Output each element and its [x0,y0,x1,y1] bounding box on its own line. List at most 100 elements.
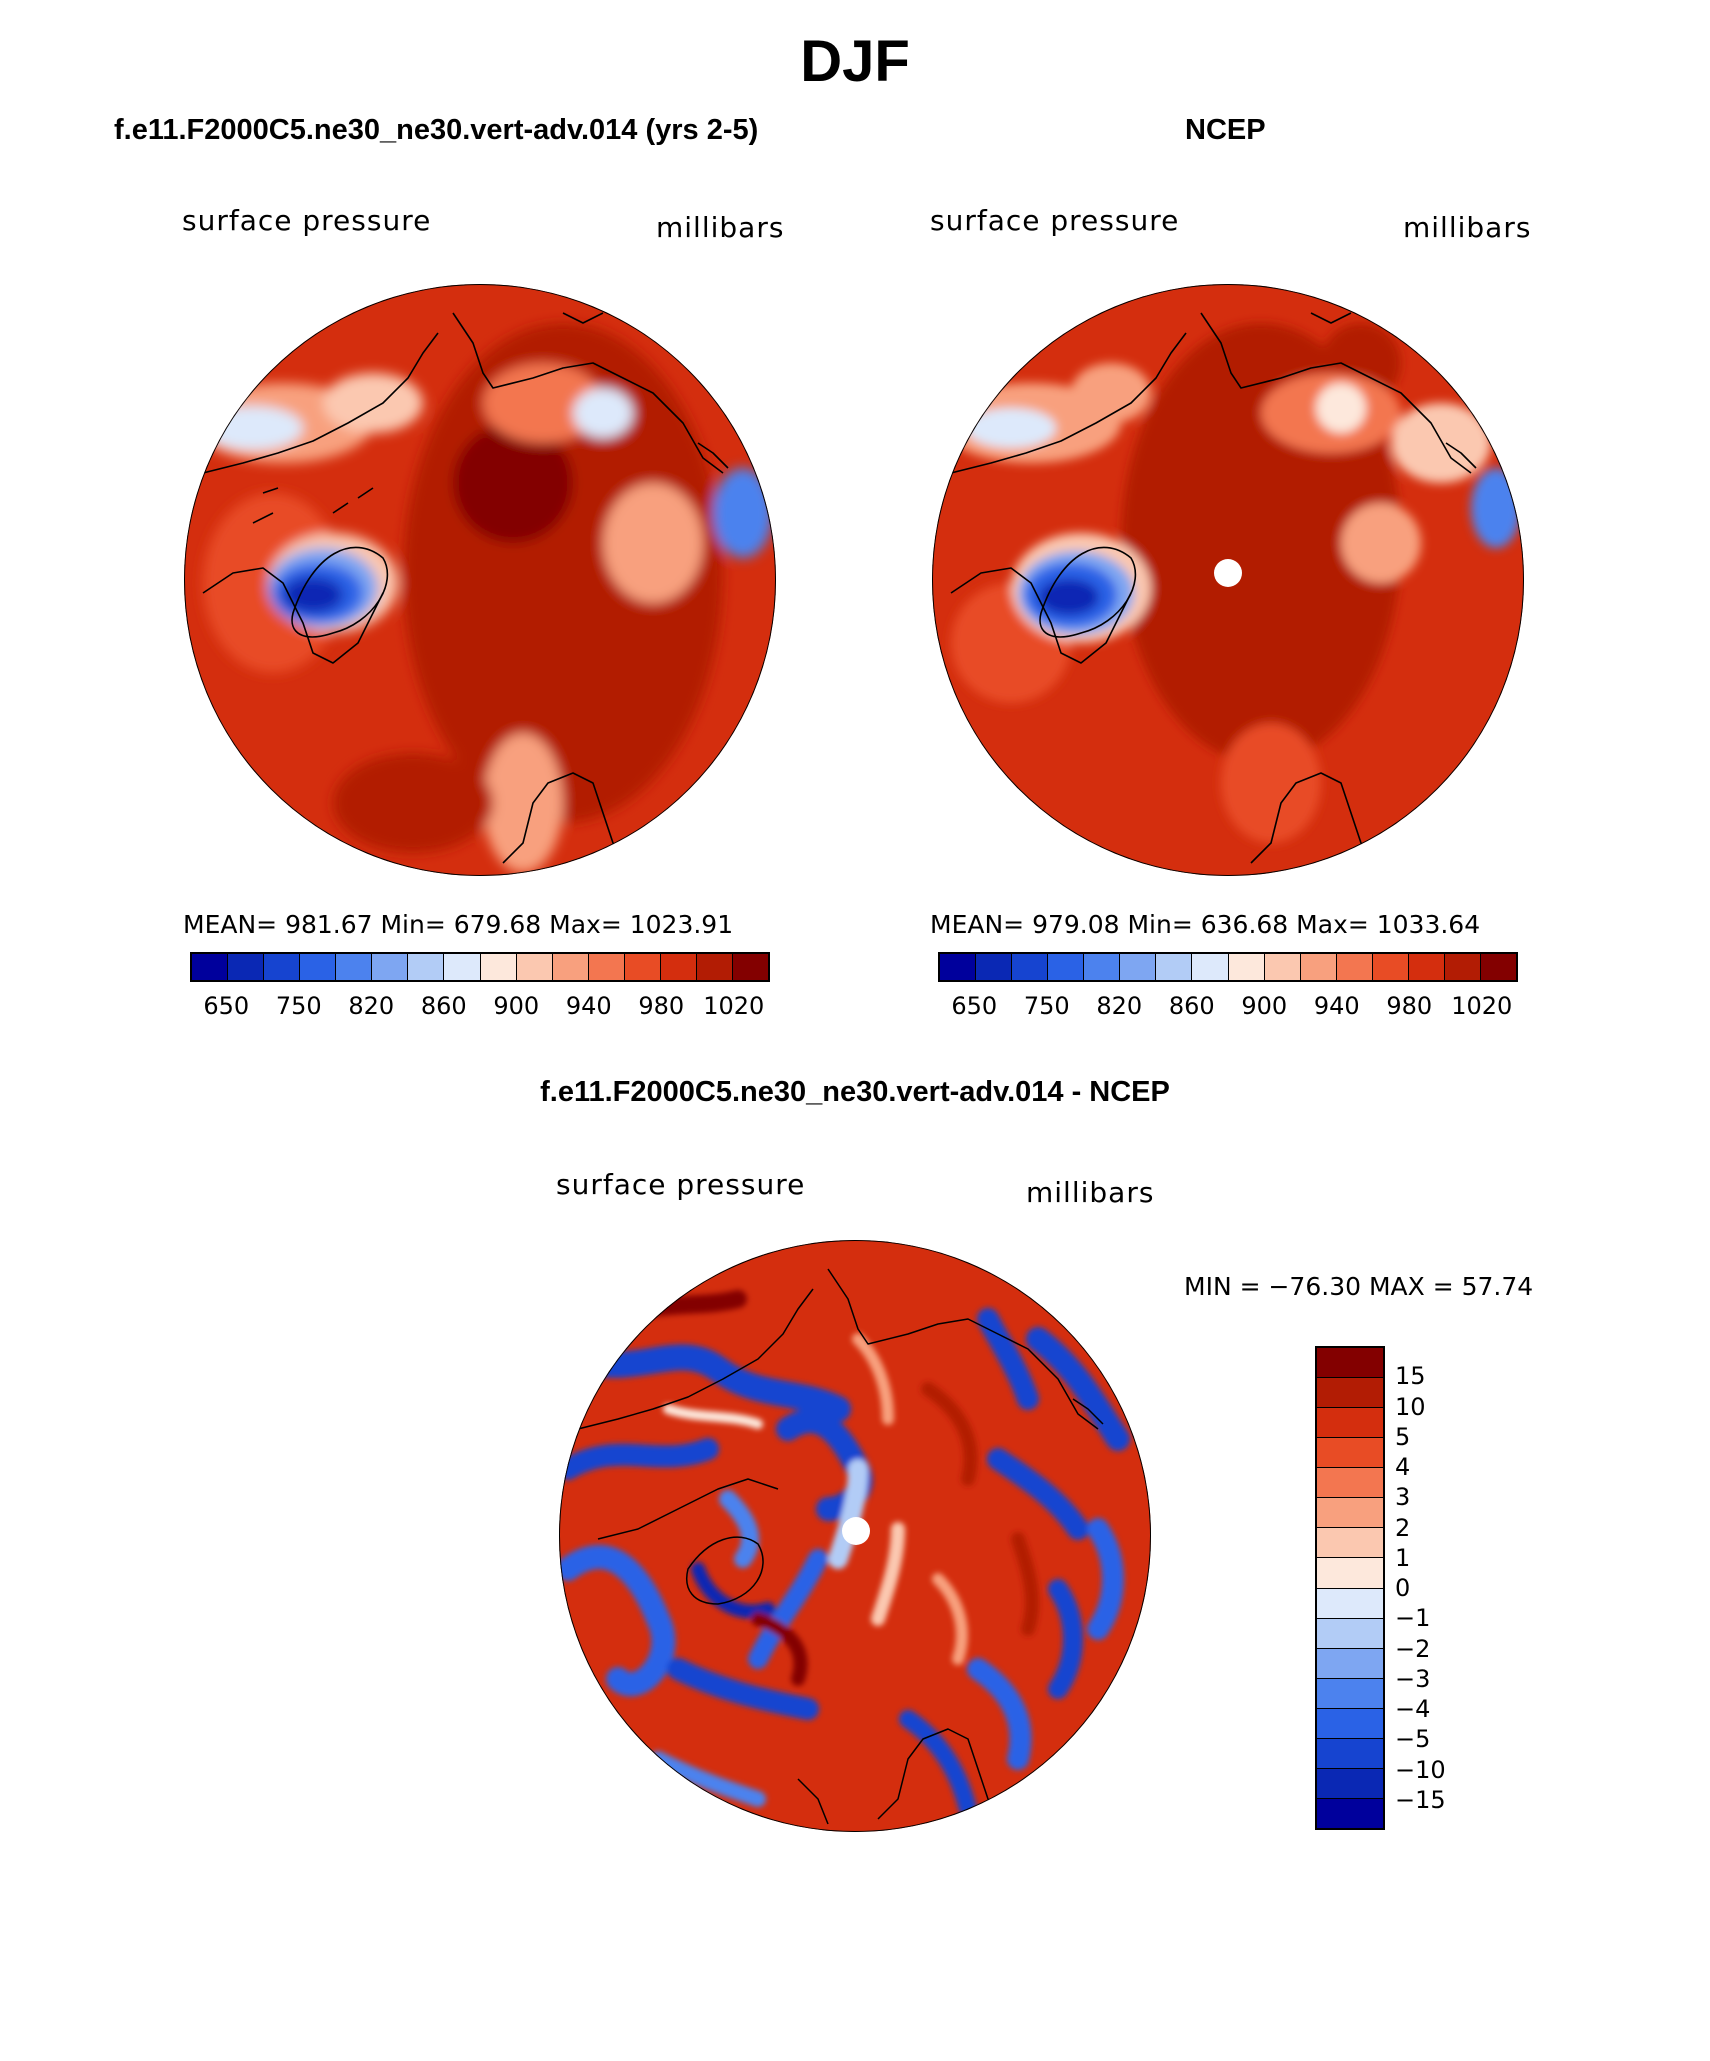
colorbar-tick-label: 900 [493,992,540,1020]
colorbar-swatch [1336,954,1373,980]
colorbar-swatch [624,954,661,980]
colorbar-swatch [1317,1408,1383,1439]
colorbar-swatch [1317,1468,1383,1499]
obs-variable-label: surface pressure [930,204,1180,237]
colorbar-tick-label: 860 [420,992,467,1020]
colorbar-swatch [1300,954,1337,980]
colorbar-swatch [1372,954,1409,980]
colorbar-swatch [1317,1618,1383,1649]
colorbar-swatch [1317,1558,1383,1589]
colorbar-tick-label: 820 [1096,992,1143,1020]
colorbar-tick-label: 650 [951,992,998,1020]
diff-colorbar [1315,1346,1385,1830]
colorbar-swatch [300,954,337,980]
colorbar-swatch [976,954,1013,980]
colorbar-tick-label: 980 [1386,992,1433,1020]
colorbar-tick-label: −5 [1395,1725,1431,1754]
obs-pole-marker [1214,559,1242,587]
colorbar-swatch [1317,1708,1383,1739]
figure-title: DJF [800,29,910,94]
colorbar-swatch [1192,954,1229,980]
colorbar-tick-label: −1 [1395,1604,1431,1633]
colorbar-tick-label: −10 [1395,1755,1446,1784]
model-panel-title: f.e11.F2000C5.ne30_ne30.vert-adv.014 (yr… [114,114,759,146]
colorbar-swatch [1317,1678,1383,1709]
colorbar-tick-label: 860 [1168,992,1215,1020]
colorbar-tick-label: −3 [1395,1664,1431,1693]
colorbar-swatch [228,954,265,980]
colorbar-tick-label: 940 [565,992,612,1020]
colorbar-tick-label: −2 [1395,1634,1431,1663]
colorbar-swatch [1317,1738,1383,1769]
colorbar-swatch [1156,954,1193,980]
obs-polar-map [932,284,1524,876]
colorbar-swatch [192,954,229,980]
colorbar-tick-label: 650 [203,992,250,1020]
diff-pole-marker [842,1517,870,1545]
colorbar-swatch [480,954,517,980]
colorbar-swatch [1317,1648,1383,1679]
colorbar-swatch [660,954,697,980]
colorbar-tick-label: 1020 [1451,992,1513,1020]
colorbar-swatch [1317,1528,1383,1559]
colorbar-tick-label: −15 [1395,1785,1446,1814]
colorbar-tick-label: 2 [1395,1513,1411,1542]
colorbar-tick-label: 980 [638,992,685,1020]
colorbar-swatch [552,954,589,980]
colorbar-tick-label: 1 [1395,1543,1411,1572]
colorbar-swatch [588,954,625,980]
colorbar-swatch [1317,1498,1383,1529]
colorbar-swatch [1264,954,1301,980]
colorbar-swatch [1317,1438,1383,1469]
colorbar-swatch [1317,1348,1383,1379]
colorbar-swatch [1012,954,1049,980]
diff-polar-map [559,1240,1151,1832]
colorbar-swatch [444,954,481,980]
obs-units-label: millibars [1403,211,1532,244]
model-colorbar [190,952,770,982]
colorbar-tick-label: −4 [1395,1695,1431,1723]
colorbar-swatch [940,954,977,980]
colorbar-swatch [408,954,445,980]
diff-panel-title: f.e11.F2000C5.ne30_ne30.vert-adv.014 - N… [540,1076,1170,1108]
colorbar-swatch [1048,954,1085,980]
colorbar-swatch [1228,954,1265,980]
colorbar-swatch [1444,954,1481,980]
colorbar-tick-label: 15 [1395,1362,1426,1391]
diff-variable-label: surface pressure [556,1168,806,1201]
colorbar-swatch [1317,1798,1383,1828]
colorbar-swatch [696,954,733,980]
obs-colorbar [938,952,1518,982]
diff-units-label: millibars [1026,1176,1155,1209]
colorbar-tick-label: 10 [1395,1392,1426,1421]
colorbar-tick-label: 1020 [703,992,765,1020]
colorbar-swatch [1084,954,1121,980]
colorbar-swatch [264,954,301,980]
colorbar-tick-label: 940 [1313,992,1360,1020]
colorbar-swatch [372,954,409,980]
model-variable-label: surface pressure [182,204,432,237]
model-polar-map [184,284,776,876]
colorbar-tick-label: 0 [1395,1574,1411,1602]
colorbar-swatch [516,954,553,980]
colorbar-tick-label: 4 [1395,1453,1411,1481]
colorbar-tick-label: 750 [275,992,322,1020]
colorbar-swatch [1480,954,1516,980]
obs-panel-title: NCEP [1185,114,1266,146]
colorbar-tick-label: 900 [1241,992,1288,1020]
model-stats: MEAN= 981.67 Min= 679.68 Max= 1023.91 [183,910,734,939]
colorbar-tick-label: 3 [1395,1483,1411,1512]
obs-stats: MEAN= 979.08 Min= 636.68 Max= 1033.64 [930,910,1481,939]
colorbar-tick-label: 5 [1395,1422,1411,1451]
colorbar-tick-label: 820 [348,992,395,1020]
colorbar-swatch [1120,954,1157,980]
colorbar-swatch [1317,1378,1383,1409]
colorbar-swatch [1317,1588,1383,1619]
colorbar-tick-label: 750 [1023,992,1070,1020]
model-units-label: millibars [656,211,785,244]
colorbar-swatch [1408,954,1445,980]
colorbar-swatch [1317,1768,1383,1799]
colorbar-swatch [732,954,768,980]
diff-minmax: MIN = −76.30 MAX = 57.74 [1184,1272,1534,1301]
colorbar-swatch [336,954,373,980]
